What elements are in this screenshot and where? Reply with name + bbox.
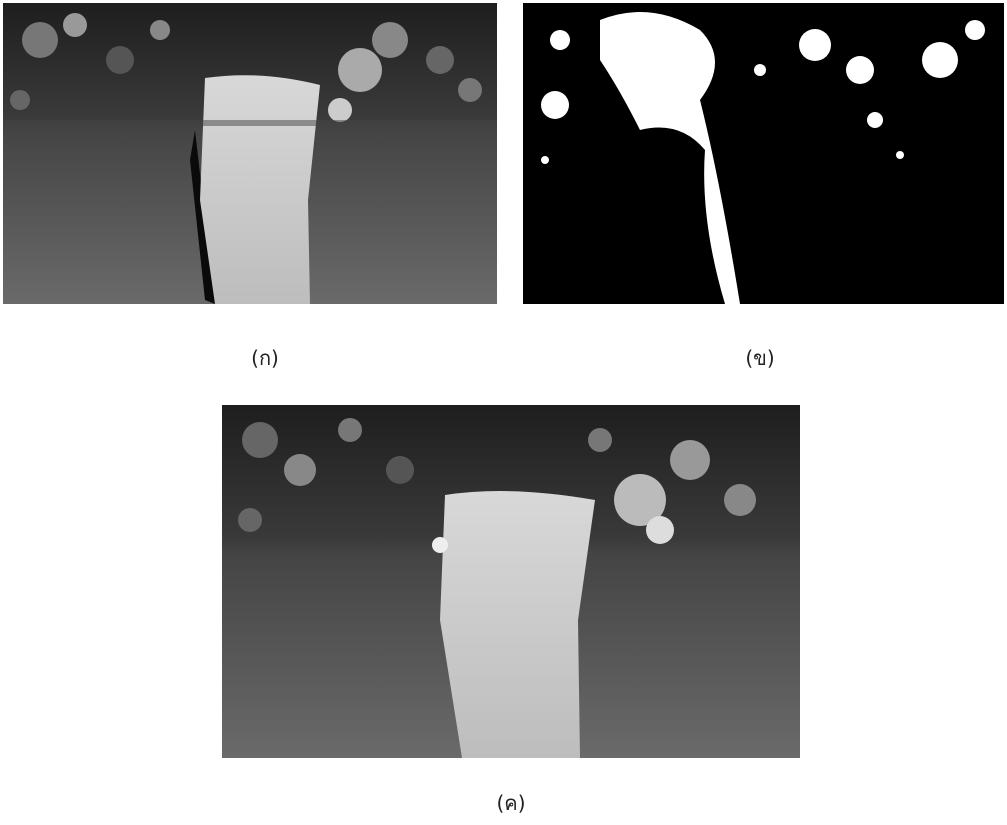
- figure: [0, 0, 1007, 825]
- caption: (ก): [251, 342, 279, 374]
- caption: (ข): [745, 342, 774, 374]
- page: (ก) (ข) (ค) (() => { const data = JSON.p…: [0, 0, 1007, 825]
- depth-map-c: [222, 405, 800, 758]
- depth-map-a: [3, 3, 497, 304]
- caption: (ค): [497, 787, 526, 819]
- mask-b: [523, 3, 1004, 304]
